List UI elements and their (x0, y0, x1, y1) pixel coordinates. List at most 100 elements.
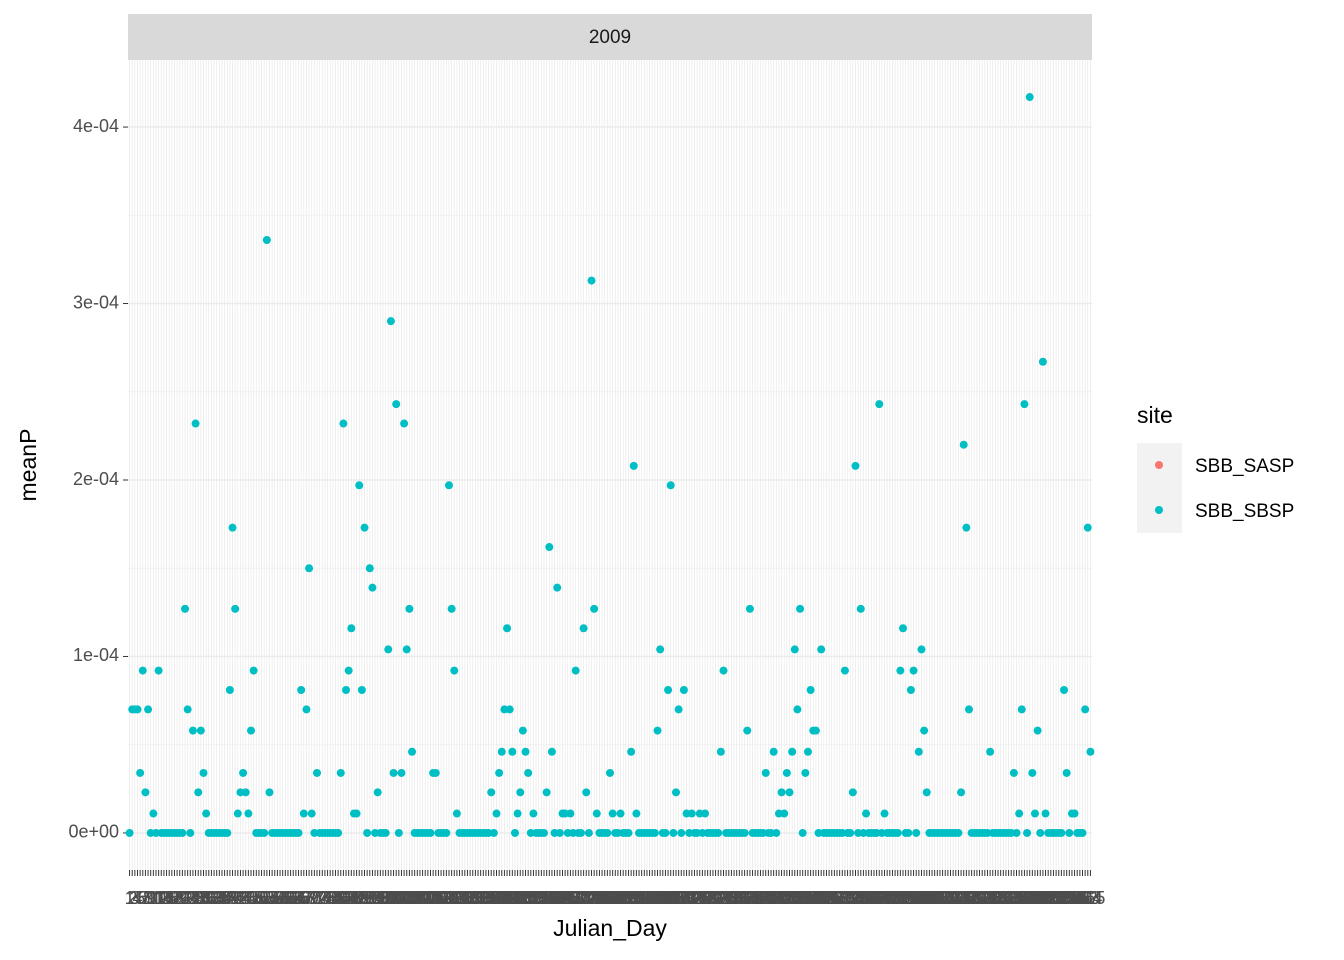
x-tick-label: 51 (252, 888, 272, 908)
x-tick-label: 335 (996, 888, 1026, 908)
x-tick-label: 43 (230, 888, 250, 908)
x-tick-label: 255 (785, 888, 815, 908)
point (893, 828, 902, 837)
point (352, 809, 361, 818)
point (714, 828, 723, 837)
x-tick-label: 119 (427, 888, 456, 908)
point (241, 788, 250, 797)
x-tick-label: 123 (437, 888, 467, 908)
point (627, 747, 636, 756)
point (452, 809, 461, 818)
x-tick-label: 160 (534, 888, 564, 908)
x-tick-label: 79 (325, 888, 345, 908)
x-tick-label: 278 (846, 888, 876, 908)
x-tick-label: 232 (724, 888, 754, 908)
x-tick-label: 235 (732, 888, 762, 908)
x-tick-label: 129 (452, 888, 482, 908)
point (505, 705, 514, 714)
point (247, 726, 256, 735)
x-tick-label: 233 (727, 888, 757, 908)
point (231, 604, 240, 613)
y-tick-label: 1e-04 (73, 645, 119, 665)
point (547, 747, 556, 756)
point (664, 686, 673, 694)
x-tick-label: 347 (1028, 888, 1058, 908)
x-tick-label: 259 (796, 888, 826, 908)
x-tick-label: 34 (207, 888, 227, 908)
x-tick-label: 170 (561, 888, 591, 908)
point (497, 747, 506, 756)
x-tick-label: 76 (318, 888, 338, 908)
x-tick-label: 157 (526, 888, 556, 908)
x-tick-label: 253 (780, 888, 810, 908)
x-tick-label: 93 (362, 888, 382, 908)
x-tick-label: 361 (1065, 888, 1095, 908)
x-tick-label: 152 (513, 888, 543, 908)
x-tick-label: 191 (616, 888, 646, 908)
x-tick-label: 169 (558, 888, 588, 908)
x-tick-label: 348 (1031, 888, 1061, 908)
x-tick-label: 37 (215, 888, 235, 908)
x-tick-label: 177 (579, 888, 609, 908)
point (587, 276, 596, 285)
x-tick-label: 301 (906, 888, 936, 908)
x-tick-label: 151 (511, 888, 541, 908)
x-tick-label: 61 (278, 888, 298, 908)
x-tick-label: 298 (899, 888, 929, 908)
x-tick-label: 15 (157, 888, 177, 908)
x-tick-label: 362 (1067, 888, 1097, 908)
point (584, 828, 593, 837)
point (616, 809, 625, 818)
x-tick-label: 80 (328, 888, 348, 908)
x-tick-label: 274 (835, 888, 865, 908)
x-tick-label: 226 (708, 888, 738, 908)
x-tick-label: 293 (885, 888, 915, 908)
x-tick-label: 332 (988, 888, 1018, 908)
legend-marker (1155, 461, 1163, 469)
point (299, 809, 308, 818)
point (516, 788, 525, 797)
x-tick-label: 291 (880, 888, 910, 908)
point (225, 686, 234, 694)
point (1065, 828, 1074, 837)
x-tick-label: 2 (127, 888, 137, 908)
x-tick-label: 205 (653, 888, 683, 908)
x-tick-label: 230 (719, 888, 749, 908)
x-tick-label: 162 (540, 888, 570, 908)
point (344, 666, 353, 675)
point (1023, 828, 1032, 837)
x-tick-label: 323 (965, 888, 995, 908)
point (1070, 809, 1079, 818)
x-tick-label: 209 (664, 888, 694, 908)
x-tick-label: 316 (946, 888, 976, 908)
point (603, 828, 612, 837)
x-tick-label: 364 (1073, 888, 1103, 908)
x-tick-label: 317 (949, 888, 979, 908)
point (199, 768, 208, 777)
x-tick-label: 198 (635, 888, 665, 908)
point (716, 747, 725, 756)
x-tick-label: 7 (140, 888, 150, 908)
x-tick-label: 27 (188, 888, 208, 908)
x-tick-label: 138 (476, 888, 506, 908)
y-axis-title: meanP (15, 429, 41, 502)
x-tick-label: 54 (259, 888, 279, 908)
point (373, 788, 382, 797)
point (442, 828, 451, 837)
point (133, 705, 142, 714)
x-tick-label: 163 (542, 888, 572, 908)
x-tick-label: 272 (830, 888, 860, 908)
x-tick-label: 311 (934, 888, 963, 908)
point (540, 828, 549, 837)
point (772, 828, 781, 837)
x-tick-label: 3 (130, 888, 140, 908)
x-tick-label: 320 (957, 888, 987, 908)
point (524, 768, 533, 777)
point (653, 726, 662, 735)
x-tick-label: 281 (854, 888, 884, 908)
x-tick-label: 359 (1060, 888, 1090, 908)
x-tick-label: 131 (458, 888, 488, 908)
x-tick-label: 289 (875, 888, 905, 908)
x-tick-label: 9 (146, 888, 156, 908)
